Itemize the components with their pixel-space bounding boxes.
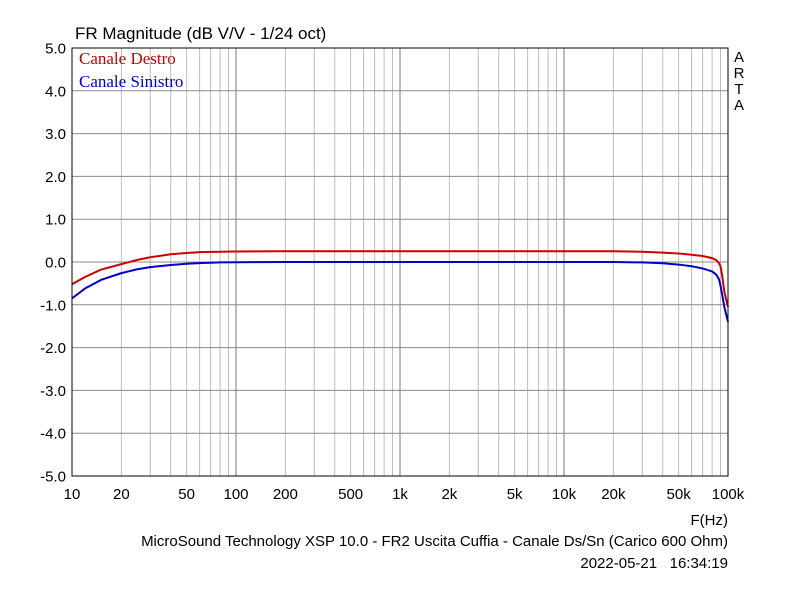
side-label-letter: A <box>734 97 744 114</box>
y-tick-label: 2.0 <box>45 169 66 186</box>
y-tick-label: 3.0 <box>45 126 66 143</box>
x-tick-label: 100 <box>223 486 248 503</box>
y-tick-label: -2.0 <box>40 340 66 357</box>
plot-frame <box>71 47 729 477</box>
legend-entry-canale-destro: Canale Destro <box>79 49 176 68</box>
x-tick-label: 5k <box>507 486 523 503</box>
x-tick-label: 2k <box>441 486 457 503</box>
series-lines <box>71 250 729 323</box>
side-label-letter: T <box>734 81 743 98</box>
y-tick-label: -1.0 <box>40 297 66 314</box>
y-tick-label: -3.0 <box>40 383 66 400</box>
x-tick-label: 500 <box>338 486 363 503</box>
x-tick-label: 50 <box>178 486 195 503</box>
side-label-letter: R <box>734 65 745 82</box>
x-tick-label: 10k <box>552 486 577 503</box>
series-line-canale-sinistro <box>71 261 729 323</box>
footer-caption: MicroSound Technology XSP 10.0 - FR2 Usc… <box>141 533 728 550</box>
x-tick-labels: 10 20 50 100 200 500 1k 2k 5k 10k 20k 50k 100k <box>64 486 745 503</box>
y-tick-label: 5.0 <box>45 41 66 58</box>
y-tick-label: -4.0 <box>40 426 66 443</box>
y-tick-label: 4.0 <box>45 83 66 100</box>
x-tick-label: 1k <box>392 486 408 503</box>
x-tick-label: 10 <box>64 486 81 503</box>
y-tick-label: 0.0 <box>45 255 66 272</box>
side-label-arta: A R T A <box>734 49 745 114</box>
series-line-canale-destro <box>71 250 729 308</box>
y-tick-label: 1.0 <box>45 212 66 229</box>
x-tick-label: 100k <box>712 486 745 503</box>
y-tick-labels: 5.0 4.0 3.0 2.0 1.0 0.0 -1.0 -2.0 -3.0 -4.0 -5.0 <box>40 41 66 486</box>
y-tick-label: -5.0 <box>40 469 66 486</box>
x-tick-label: 20k <box>601 486 626 503</box>
legend-entry-canale-sinistro: Canale Sinistro <box>79 72 183 91</box>
x-axis-label: F(Hz) <box>691 512 729 529</box>
chart-title: FR Magnitude (dB V/V - 1/24 oct) <box>75 24 326 43</box>
x-tick-label: 200 <box>273 486 298 503</box>
side-label-letter: A <box>734 49 744 66</box>
x-tick-label: 50k <box>667 486 692 503</box>
footer-timestamp: 2022-05-21 16:34:19 <box>580 555 728 572</box>
x-tick-label: 20 <box>113 486 130 503</box>
